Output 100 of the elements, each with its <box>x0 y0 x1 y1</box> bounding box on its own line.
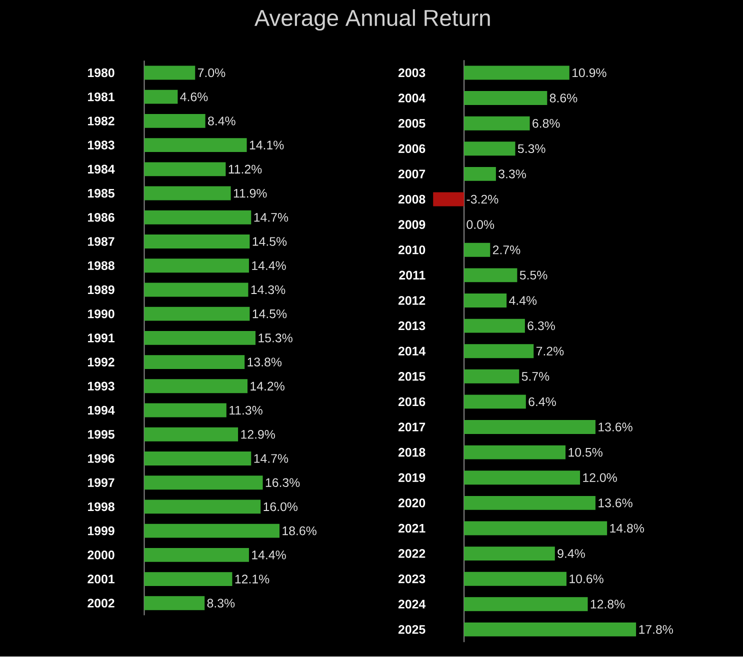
y-tick-label: 2011 <box>399 271 426 280</box>
y-tick-label: 2002 <box>88 598 114 608</box>
y-tick-label: 2008 <box>398 195 426 204</box>
bar <box>144 331 256 346</box>
y-tick-label: 1981 <box>88 92 114 102</box>
y-tick-label: 1991 <box>88 334 114 343</box>
y-tick-label: 1994 <box>88 406 115 415</box>
data-label: 14.8% <box>610 524 644 533</box>
bar <box>464 66 570 80</box>
y-tick-label: 1998 <box>88 502 114 512</box>
bar <box>464 344 534 358</box>
data-label: 10.6% <box>570 574 604 584</box>
bar <box>144 114 206 128</box>
y-tick-label: 1983 <box>88 140 114 150</box>
y-tick-label: 2003 <box>398 68 426 78</box>
data-label: 5.3% <box>518 144 546 154</box>
y-tick-label: 2015 <box>398 372 426 382</box>
data-label: 13.6% <box>598 422 632 432</box>
y-tick-label: 1980 <box>88 68 114 78</box>
bar <box>464 268 518 282</box>
data-label: 7.0% <box>198 68 226 78</box>
data-label: 14.2% <box>250 382 284 391</box>
y-tick-label: 2007 <box>398 170 426 179</box>
data-label: 14.4% <box>252 550 286 560</box>
y-tick-label: 2017 <box>398 422 426 432</box>
data-label: 14.7% <box>254 454 288 464</box>
y-tick-label: 1982 <box>88 116 114 126</box>
bar <box>144 66 196 80</box>
bar <box>144 428 238 442</box>
data-label: 16.3% <box>266 478 300 488</box>
bar <box>464 446 566 460</box>
y-tick-label: 2013 <box>398 322 426 330</box>
y-tick-label: 2010 <box>398 246 426 254</box>
data-label: 6.4% <box>528 398 556 406</box>
data-label: 11.9% <box>234 189 267 198</box>
bar <box>144 307 250 322</box>
y-tick-label: 2012 <box>398 296 426 306</box>
bar <box>464 420 596 434</box>
y-tick-label: 2023 <box>398 574 426 584</box>
y-tick-label: 2021 <box>398 524 426 533</box>
bar <box>464 394 526 409</box>
y-tick-label: 1988 <box>88 261 114 270</box>
data-label: 6.3% <box>528 322 555 330</box>
bar <box>144 162 226 176</box>
data-label: -3.2% <box>466 195 498 204</box>
y-tick-label: 1985 <box>88 189 114 198</box>
bar <box>144 186 231 200</box>
bar <box>144 258 249 273</box>
bar <box>464 243 490 258</box>
bar <box>144 572 232 586</box>
data-label: 15.3% <box>258 334 292 343</box>
bar <box>144 138 247 152</box>
y-tick-label: 2022 <box>398 549 426 558</box>
data-label: 14.7% <box>254 213 288 222</box>
bar <box>144 234 250 249</box>
data-label: 14.5% <box>252 237 287 246</box>
y-tick-label: 2006 <box>398 144 426 154</box>
y-tick-label: 2009 <box>398 220 426 230</box>
y-tick-label: 2018 <box>398 448 426 457</box>
y-tick-label: 2001 <box>88 574 114 584</box>
y-tick-label: 1999 <box>88 526 114 536</box>
data-label: 8.4% <box>208 116 236 126</box>
bar <box>464 597 588 612</box>
bar <box>144 500 261 514</box>
data-label: 0.0% <box>466 220 494 230</box>
bar <box>464 294 507 308</box>
bar <box>144 90 178 104</box>
data-label: 5.5% <box>520 271 548 280</box>
y-tick-label: 1992 <box>88 358 114 367</box>
data-label: 18.6% <box>282 526 316 536</box>
data-label: 3.3% <box>498 170 526 179</box>
bar <box>464 167 496 182</box>
bar <box>144 404 226 418</box>
data-label: 10.5% <box>568 448 602 457</box>
bar <box>144 524 280 538</box>
text: Average Annual Return <box>254 9 490 31</box>
data-label: 9.4% <box>558 549 585 558</box>
data-label: 5.7% <box>522 372 550 381</box>
bar <box>144 210 252 225</box>
y-tick-label: 1993 <box>88 382 114 391</box>
y-tick-label: 2016 <box>398 398 426 406</box>
y-tick-label: 2020 <box>398 498 426 508</box>
data-label: 14.4% <box>252 261 286 270</box>
data-label: 8.6% <box>550 94 578 103</box>
bar <box>144 379 248 394</box>
y-tick-label: 1989 <box>88 286 114 294</box>
data-label: 13.6% <box>598 498 632 508</box>
data-label: 12.1% <box>235 574 270 584</box>
y-tick-label: 2025 <box>398 625 426 634</box>
data-label: 4.6% <box>180 92 208 102</box>
y-tick-label: 1990 <box>88 310 114 318</box>
data-label: 6.8% <box>532 119 560 128</box>
data-label: 17.8% <box>639 625 673 634</box>
data-label: 14.3% <box>251 286 286 294</box>
data-label: 12.0% <box>583 473 617 482</box>
bar <box>144 355 245 370</box>
bar <box>464 622 636 637</box>
y-tick-label: 1996 <box>88 454 114 464</box>
data-label: 7.2% <box>536 346 564 356</box>
bar <box>464 116 530 131</box>
